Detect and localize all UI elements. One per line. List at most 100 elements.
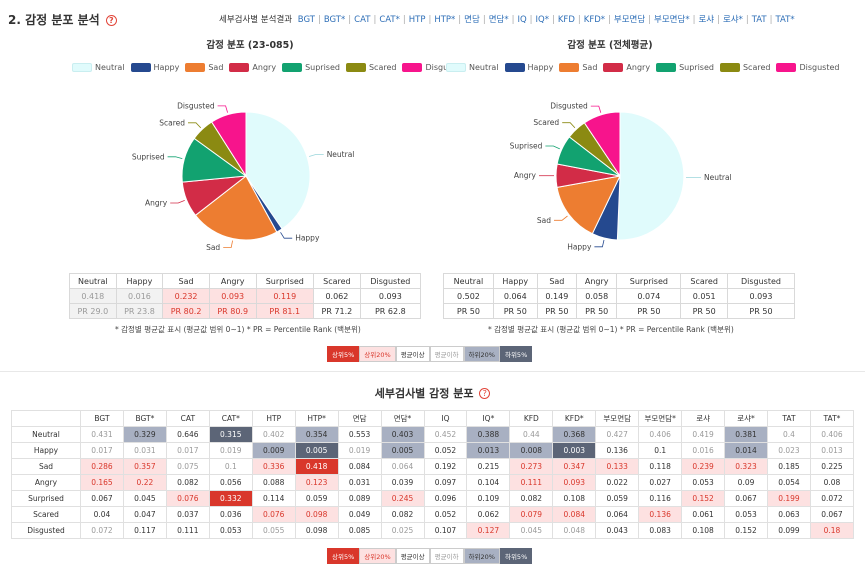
- value-cell: 0.093: [552, 474, 597, 491]
- column-header: HTP*: [294, 410, 339, 427]
- value-cell: 0.084: [552, 506, 597, 523]
- legend-item-happy[interactable]: Happy: [130, 63, 179, 72]
- legend-item-disgusted[interactable]: Disgusted: [776, 63, 839, 72]
- value-cell: 0.076: [251, 506, 296, 523]
- nav-link[interactable]: 부모면담*: [654, 15, 690, 25]
- pie-title-average: 감정 분포 (전체평균): [567, 40, 653, 51]
- value-cell: 0.088: [251, 474, 296, 491]
- pie-slice-neutral[interactable]: [245, 111, 311, 230]
- pie-chart-average: Neutral Happy Sad Angry Suprised Scared Disgus…: [510, 102, 732, 252]
- nav-link[interactable]: 로샤*: [722, 15, 743, 25]
- pie-slice-disgusted[interactable]: [583, 111, 621, 178]
- legend-item-neutral[interactable]: Neutral: [72, 63, 125, 72]
- pie-slice-sad[interactable]: [194, 175, 278, 241]
- legend-item-neutral[interactable]: Neutral: [446, 63, 499, 72]
- value-cell: 0.329: [122, 426, 167, 443]
- value-cell: 0.049: [337, 506, 382, 523]
- value-cell: 0.123: [294, 474, 339, 491]
- value-cell: 0.048: [552, 522, 597, 539]
- nav-link[interactable]: HTP: [408, 15, 426, 25]
- nav-separator: |: [529, 15, 533, 25]
- nav-link[interactable]: HTP*: [434, 15, 456, 25]
- percentile-cell: PR 50: [576, 303, 618, 319]
- badge-top20: 상위20%: [359, 346, 396, 362]
- value-cell: 0.403: [380, 426, 425, 443]
- value-cell: 0.072: [80, 522, 124, 539]
- value-cell: 0.054: [767, 474, 811, 491]
- value-cell: 0.107: [423, 522, 468, 539]
- value-cell: 0.093: [359, 288, 422, 304]
- column-header: CAT*: [208, 410, 253, 427]
- nav-link[interactable]: 부모면담: [613, 15, 646, 25]
- value-cell: 0.431: [80, 426, 124, 443]
- value-cell: 0.323: [724, 458, 768, 475]
- percentile-cell: PR 23.8: [115, 303, 164, 319]
- value-cell: 0.192: [423, 458, 468, 475]
- value-cell: 0.031: [122, 442, 167, 459]
- value-cell: 0.368: [552, 426, 597, 443]
- legend-item-sad[interactable]: Sad: [185, 63, 223, 72]
- nav-link[interactable]: CAT*: [379, 15, 400, 25]
- nav-link[interactable]: KFD: [557, 15, 575, 25]
- legend-item-scared[interactable]: Scared: [719, 63, 770, 72]
- legend-item-scared[interactable]: Scared: [345, 63, 396, 72]
- legend-item-suprised[interactable]: Suprised: [656, 63, 714, 72]
- value-cell: 0.019: [337, 442, 382, 459]
- nav-link[interactable]: TAT*: [775, 15, 795, 25]
- help-icon[interactable]: ?: [479, 388, 491, 399]
- pie-label-angry: Angry: [514, 171, 537, 180]
- pie-label-happy: Happy: [295, 234, 320, 243]
- nav-link[interactable]: KFD*: [583, 15, 606, 25]
- badge-below: 평균이하: [429, 548, 464, 564]
- value-cell: 0.419: [681, 426, 726, 443]
- value-cell: 0.009: [251, 442, 296, 459]
- nav-separator: |: [745, 15, 749, 25]
- pie-slice-sad[interactable]: [556, 175, 621, 235]
- value-cell: 0.119: [255, 288, 315, 304]
- pie-slice-disgusted[interactable]: [211, 111, 247, 178]
- legend-swatch: [345, 63, 366, 72]
- column-header: Disgusted: [726, 273, 796, 289]
- nav-link[interactable]: BGT: [297, 15, 315, 25]
- column-header: Sad: [536, 273, 578, 289]
- value-cell: 0.045: [122, 490, 167, 507]
- nav-separator: |: [402, 15, 406, 25]
- nav-link[interactable]: TAT: [751, 15, 767, 25]
- nav-separator: |: [511, 15, 515, 25]
- pie-label-suprised: Suprised: [510, 142, 543, 151]
- section-title-text: 2. 감정 분포 분석: [8, 13, 100, 27]
- nav-link[interactable]: 면담*: [488, 15, 509, 25]
- nav-link[interactable]: CAT: [354, 15, 371, 25]
- nav-link[interactable]: BGT*: [323, 15, 346, 25]
- value-cell: 0.096: [423, 490, 468, 507]
- nav-link[interactable]: IQ: [517, 15, 527, 25]
- legend-label: Neutral: [469, 63, 499, 72]
- value-cell: 0.003: [552, 442, 597, 459]
- pie-slice-neutral[interactable]: [616, 111, 685, 241]
- value-cell: 0.232: [162, 288, 210, 304]
- legend-item-disgusted[interactable]: Disgusted: [402, 63, 465, 72]
- nav-link[interactable]: 면담: [464, 15, 480, 25]
- value-cell: 0.332: [208, 490, 253, 507]
- value-cell: 0.037: [165, 506, 210, 523]
- value-cell: 0.22: [122, 474, 167, 491]
- legend-item-sad[interactable]: Sad: [559, 63, 597, 72]
- column-header: 로샤*: [724, 410, 768, 427]
- pie-label-scared: Scared: [159, 118, 185, 127]
- value-cell: 0.502: [443, 288, 494, 304]
- legend-item-angry[interactable]: Angry: [229, 63, 276, 72]
- legend-swatch: [229, 63, 250, 72]
- pie-leader-line: [308, 154, 324, 157]
- badge-bot5: 하위5%: [499, 346, 533, 362]
- legend-item-happy[interactable]: Happy: [504, 63, 553, 72]
- column-header: BGT*: [122, 410, 167, 427]
- value-cell: 0.053: [208, 522, 253, 539]
- help-icon[interactable]: ?: [105, 15, 117, 26]
- nav-link[interactable]: 로샤: [698, 15, 715, 25]
- nav-separator: |: [458, 15, 462, 25]
- nav-link[interactable]: IQ*: [535, 15, 549, 25]
- column-header: Happy: [115, 273, 164, 289]
- legend-item-suprised[interactable]: Suprised: [282, 63, 340, 72]
- legend-label: Angry: [626, 63, 651, 72]
- legend-item-angry[interactable]: Angry: [603, 63, 650, 72]
